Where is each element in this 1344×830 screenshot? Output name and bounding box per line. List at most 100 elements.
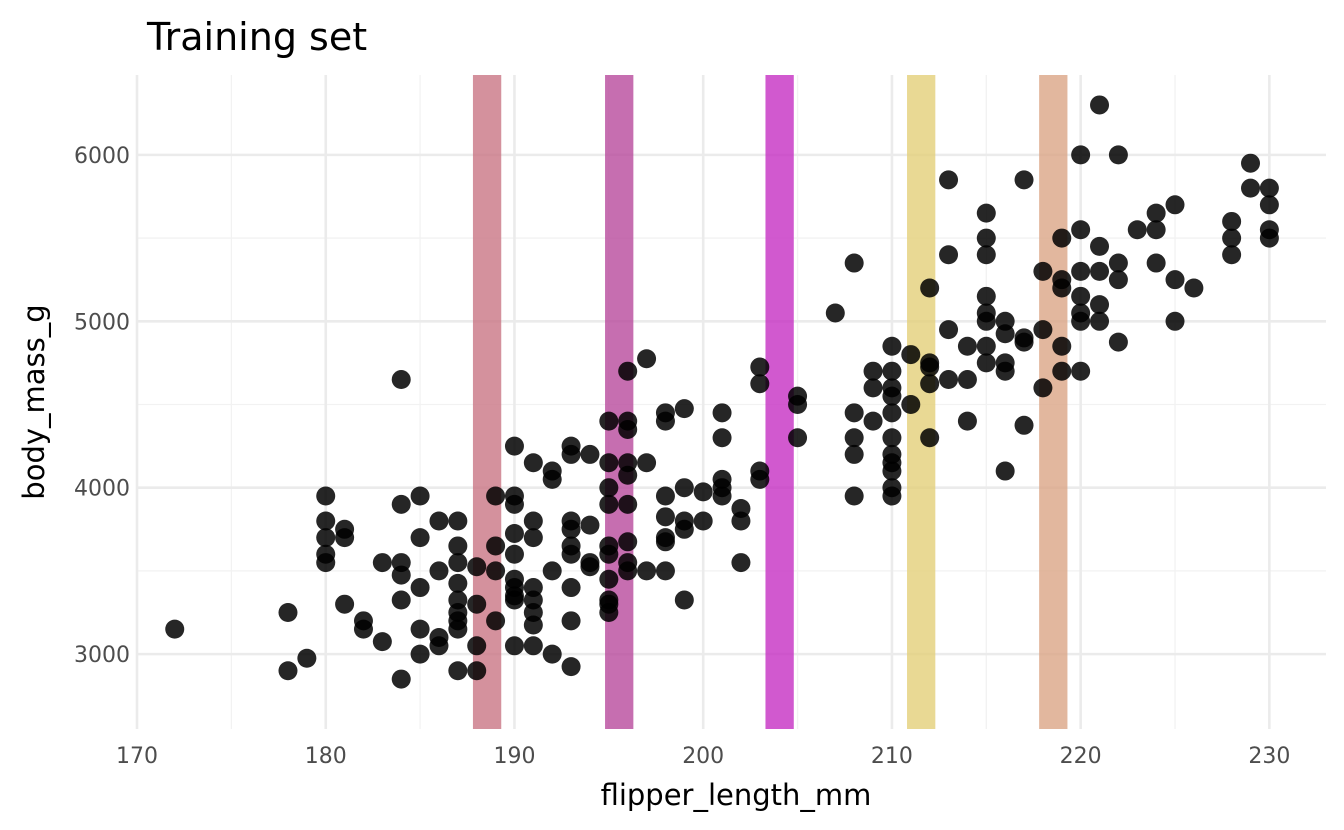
data-point — [976, 353, 996, 373]
data-point — [1108, 270, 1128, 290]
data-point — [467, 636, 487, 656]
data-point — [467, 557, 487, 577]
data-point — [486, 561, 506, 581]
data-point — [939, 170, 959, 190]
data-point — [523, 511, 543, 531]
data-point — [372, 632, 392, 652]
data-point — [712, 486, 732, 506]
data-point — [920, 428, 940, 448]
data-point — [882, 461, 902, 481]
data-point — [391, 565, 411, 585]
data-point — [995, 461, 1015, 481]
data-point — [429, 636, 449, 656]
data-point — [957, 411, 977, 431]
data-point — [542, 469, 562, 489]
data-point — [335, 594, 355, 614]
data-point — [882, 386, 902, 406]
data-point — [504, 590, 524, 610]
data-point — [712, 403, 732, 423]
data-point — [504, 636, 524, 656]
data-point — [316, 553, 336, 573]
data-point — [1165, 195, 1185, 215]
data-point — [504, 436, 524, 456]
data-point — [939, 320, 959, 340]
data-point — [788, 428, 808, 448]
data-point — [410, 486, 430, 506]
y-tick-label: 4000 — [74, 477, 130, 502]
data-point — [1014, 415, 1034, 435]
data-point — [674, 399, 694, 419]
x-axis-title: flipper_length_mm — [601, 778, 872, 812]
band — [1039, 75, 1068, 729]
data-point — [1259, 178, 1279, 198]
y-axis-title: body_mass_g — [17, 304, 51, 499]
vertical-bands — [472, 75, 1068, 729]
data-point — [335, 528, 355, 548]
data-point — [1165, 311, 1185, 331]
data-point — [448, 553, 468, 573]
x-tick-label: 180 — [305, 744, 347, 769]
data-point — [391, 494, 411, 514]
data-point — [523, 453, 543, 473]
data-point — [957, 370, 977, 390]
data-point — [448, 661, 468, 681]
data-point — [825, 303, 845, 323]
data-point — [599, 494, 619, 514]
data-point — [165, 619, 185, 639]
data-point — [1033, 378, 1053, 398]
data-point — [882, 336, 902, 356]
data-point — [1146, 253, 1166, 273]
data-point — [957, 336, 977, 356]
data-point — [1071, 220, 1091, 240]
data-point — [1071, 145, 1091, 165]
data-point — [599, 453, 619, 473]
data-point — [920, 278, 940, 298]
data-point — [976, 336, 996, 356]
x-tick-label: 230 — [1248, 744, 1290, 769]
data-point — [674, 590, 694, 610]
data-point — [504, 544, 524, 564]
data-point — [429, 511, 449, 531]
data-point — [1052, 278, 1072, 298]
data-point — [618, 494, 638, 514]
data-point — [750, 469, 770, 489]
data-point — [901, 394, 921, 414]
data-point — [655, 561, 675, 581]
data-point — [844, 253, 864, 273]
data-point — [882, 361, 902, 381]
data-point — [939, 370, 959, 390]
data-point — [939, 245, 959, 265]
data-point — [278, 661, 298, 681]
data-point — [599, 569, 619, 589]
data-point — [561, 611, 581, 631]
x-tick-label: 200 — [682, 744, 724, 769]
data-point — [429, 561, 449, 581]
data-point — [486, 611, 506, 631]
data-point — [655, 532, 675, 552]
x-tick-label: 170 — [116, 744, 158, 769]
data-point — [1071, 261, 1091, 281]
y-tick-labels: 3000 4000 5000 6000 — [74, 144, 130, 668]
grid — [135, 75, 1326, 729]
data-point — [1146, 203, 1166, 223]
data-point — [410, 578, 430, 598]
data-point — [731, 511, 751, 531]
data-point — [1108, 253, 1128, 273]
data-point — [1033, 261, 1053, 281]
data-point — [693, 511, 713, 531]
data-point — [1222, 228, 1242, 248]
data-point — [1108, 332, 1128, 352]
data-point — [901, 345, 921, 365]
data-point — [523, 528, 543, 548]
data-point — [599, 478, 619, 498]
data-point — [1165, 270, 1185, 290]
band — [472, 75, 502, 729]
data-point — [750, 374, 770, 394]
data-point — [1071, 286, 1091, 306]
data-point — [655, 507, 675, 527]
data-point — [599, 603, 619, 623]
data-point — [1071, 311, 1091, 331]
data-point — [1222, 245, 1242, 265]
chart-title: Training set — [146, 15, 367, 59]
data-point — [1090, 95, 1110, 115]
